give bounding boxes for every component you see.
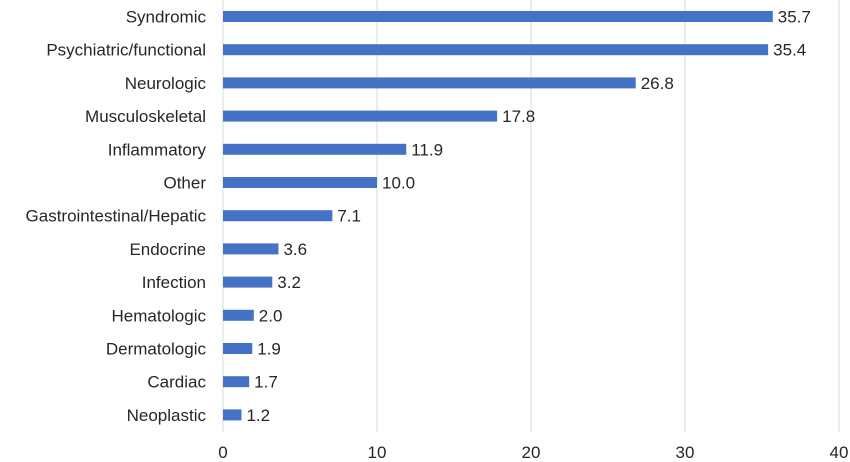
bar: [223, 210, 333, 222]
value-label: 7.1: [337, 207, 361, 226]
value-label: 35.4: [773, 41, 806, 60]
value-label: 3.2: [277, 273, 301, 292]
bar: [223, 143, 407, 155]
category-label: Cardiac: [147, 373, 206, 392]
x-tick-label: 40: [830, 443, 849, 462]
value-label: 1.7: [254, 373, 278, 392]
bars: [223, 11, 773, 421]
value-label: 17.8: [502, 107, 535, 126]
category-label: Gastrointestinal/Hepatic: [26, 207, 207, 226]
bar: [223, 44, 769, 56]
category-label: Neoplastic: [127, 406, 207, 425]
category-label: Dermatologic: [106, 340, 207, 359]
value-label: 11.9: [411, 140, 443, 159]
category-label: Endocrine: [129, 240, 206, 259]
bar: [223, 409, 242, 421]
category-label: Infection: [142, 273, 206, 292]
x-tick-label: 30: [676, 443, 695, 462]
value-label: 2.0: [259, 306, 283, 325]
x-tick-labels: 0 10 20 30 40: [218, 443, 848, 462]
bar: [223, 276, 273, 288]
category-label: Other: [163, 174, 206, 193]
x-tick-label: 20: [522, 443, 541, 462]
value-label: 1.9: [257, 340, 281, 359]
category-label: Syndromic: [126, 8, 207, 27]
value-label: 26.8: [641, 74, 674, 93]
bar: [223, 177, 377, 188]
value-label: 1.2: [246, 406, 270, 425]
category-label: Inflammatory: [108, 140, 207, 159]
bar: [223, 77, 636, 89]
category-label: Musculoskeletal: [85, 107, 206, 126]
x-tick-label: 0: [218, 443, 227, 462]
category-label: Psychiatric/functional: [46, 41, 206, 60]
bar: [223, 110, 498, 122]
value-labels: 35.7 35.4 26.8 17.8 11.9 10.0 7.1 3.6 3.2 2.0 1.9 1…: [246, 8, 810, 425]
bar: [223, 309, 254, 321]
value-label: 35.7: [778, 8, 811, 27]
category-label: Hematologic: [112, 306, 207, 325]
gridlines: [222, 0, 840, 432]
value-label: 3.6: [283, 240, 307, 259]
bar: [223, 376, 250, 388]
bar: [223, 11, 773, 22]
x-tick-label: 10: [368, 443, 387, 462]
bar: [223, 343, 253, 354]
category-label: Neurologic: [125, 74, 207, 93]
value-label: 10.0: [382, 174, 415, 193]
bar: [223, 243, 279, 255]
category-labels: Syndromic Psychiatric/functional Neurologi…: [26, 8, 207, 425]
